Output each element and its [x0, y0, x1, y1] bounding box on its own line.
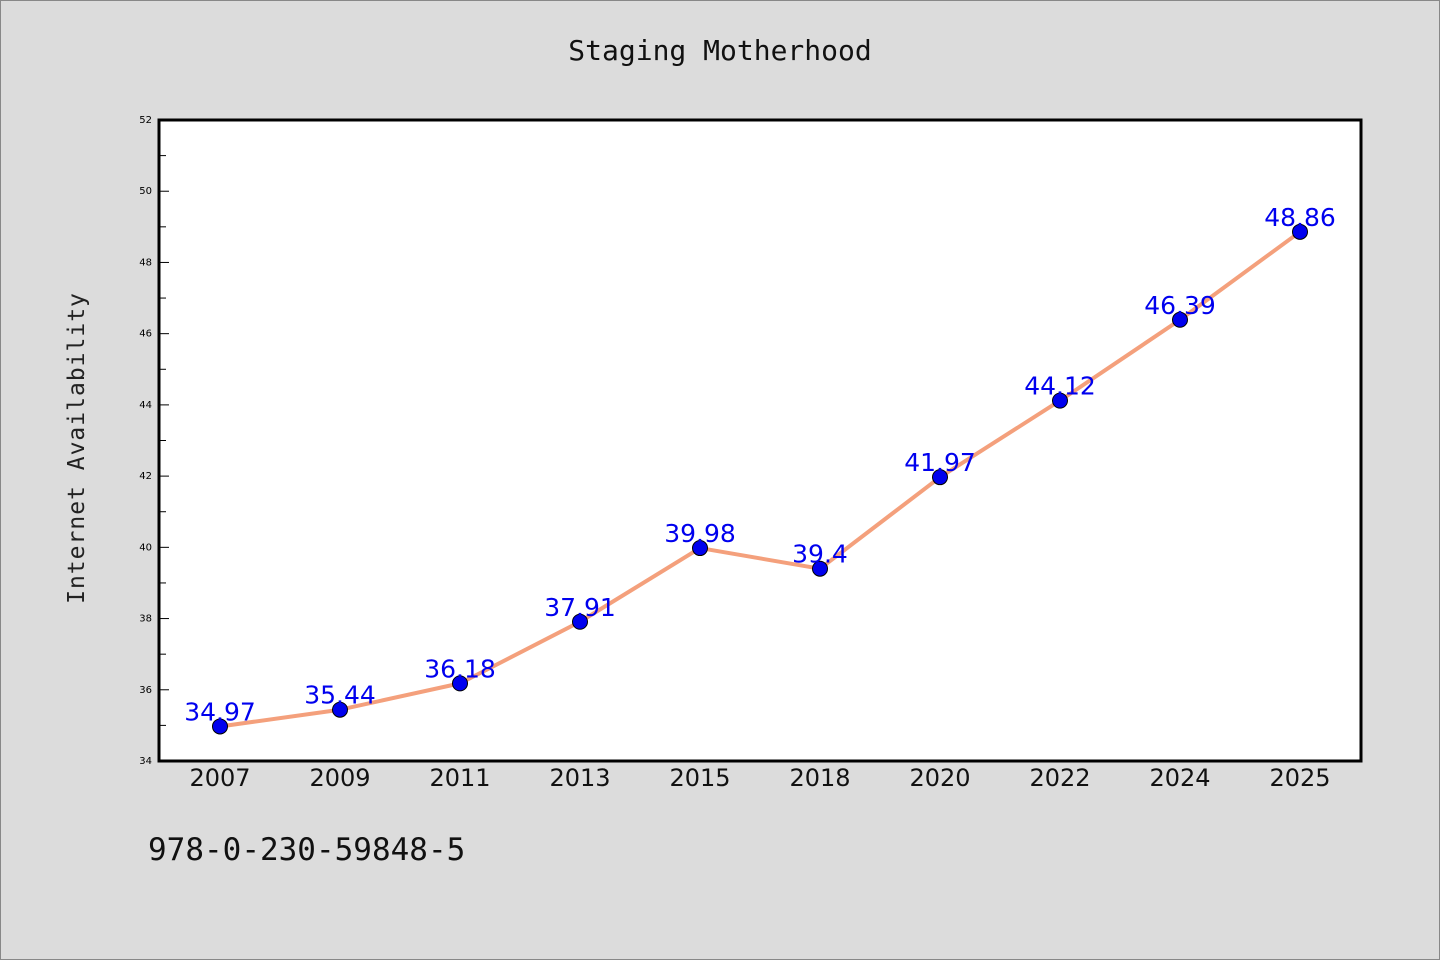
- series-line-group: [218, 229, 1302, 729]
- x-tick-label: 2015: [669, 764, 730, 792]
- series-line-segment: [458, 619, 582, 686]
- plot-area: [159, 120, 1361, 761]
- y-tick-label: 42: [139, 471, 152, 482]
- y-tick-label: 40: [139, 542, 152, 553]
- series-line-segment: [938, 398, 1062, 480]
- data-point: [812, 560, 828, 577]
- y-tick-label: 44: [139, 400, 152, 411]
- data-label: 39.4: [792, 540, 848, 569]
- y-tick-label: 38: [139, 614, 152, 625]
- chart-title: Staging Motherhood: [568, 34, 872, 67]
- data-label: 36.18: [424, 654, 496, 683]
- data-label: 44.12: [1024, 372, 1096, 401]
- data-label: 35.44: [304, 681, 376, 710]
- x-tick-label: 2013: [549, 764, 610, 792]
- data-point: [332, 701, 348, 718]
- x-tick-label: 2022: [1029, 764, 1090, 792]
- series-line-segment: [218, 707, 342, 729]
- series-line-segment: [1058, 317, 1182, 403]
- x-tick-label: 2020: [909, 764, 970, 792]
- y-tick-label: 36: [139, 685, 152, 696]
- y-tick-label: 46: [139, 329, 152, 340]
- data-point: [1052, 392, 1068, 409]
- x-tick-label: 2011: [429, 764, 490, 792]
- data-label: 46.39: [1144, 291, 1216, 320]
- series-line-segment: [1178, 229, 1302, 322]
- data-point: [212, 718, 228, 735]
- y-tick-label: 52: [139, 115, 152, 126]
- data-label: 39.98: [664, 519, 736, 548]
- series-line-segment: [698, 546, 822, 571]
- series-line-segment: [338, 681, 462, 712]
- series-points-group: [212, 223, 1308, 735]
- y-tick-label: 34: [139, 756, 152, 767]
- data-point: [932, 469, 948, 486]
- x-tick-label: 2018: [789, 764, 850, 792]
- data-point: [452, 675, 468, 692]
- data-label: 37.91: [544, 593, 616, 622]
- x-tick-label: 2009: [309, 764, 370, 792]
- y-tick-label: 50: [139, 186, 152, 197]
- isbn-text: 978-0-230-59848-5: [148, 832, 466, 868]
- y-tick-label: 48: [139, 257, 152, 268]
- x-tick-label: 2025: [1269, 764, 1330, 792]
- x-axis-ticks: 2007 2009 2011 2013 2015 2018 2020 2022 2024 2025: [189, 764, 1330, 792]
- data-point: [1172, 311, 1188, 328]
- plot-border: [157, 118, 1363, 763]
- series-line-segment: [578, 546, 702, 624]
- x-tick-label: 2024: [1149, 764, 1210, 792]
- y-axis-label: Internet Availability: [64, 292, 90, 604]
- data-point: [1292, 223, 1308, 240]
- data-point: [692, 540, 708, 557]
- series-line-segment: [818, 475, 942, 571]
- data-label: 41.97: [904, 448, 976, 477]
- data-point: [572, 613, 588, 630]
- data-label: 34.97: [184, 697, 256, 726]
- data-labels-group: 34.97 35.44 36.18 37.91 39.98 39.4 41.97 44.12 4…: [184, 203, 1336, 727]
- data-label: 48.86: [1264, 203, 1336, 232]
- x-tick-label: 2007: [189, 764, 250, 792]
